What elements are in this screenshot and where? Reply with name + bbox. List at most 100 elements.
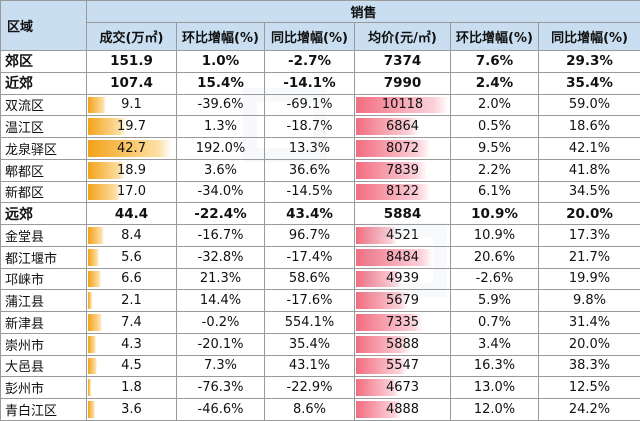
volume-cell-value: 8.4 xyxy=(87,228,176,243)
price-cell-value: 8072 xyxy=(355,141,450,156)
region-name: 大邑县 xyxy=(1,355,87,377)
region-name: 郫都区 xyxy=(1,159,87,181)
price-mom-cell: 9.5% xyxy=(451,138,539,160)
price-yoy-cell: 31.4% xyxy=(539,312,640,334)
volume-mom-cell: -39.6% xyxy=(177,94,265,116)
volume-mom-cell: -16.7% xyxy=(177,225,265,247)
volume-mom-cell: -76.3% xyxy=(177,377,265,399)
volume-cell: 1.8 xyxy=(87,377,177,399)
col-header-volume-yoy: 同比增幅(%) xyxy=(265,23,355,51)
price-cell-value: 7839 xyxy=(355,163,450,178)
price-mom-cell: 13.0% xyxy=(451,377,539,399)
region-name: 崇州市 xyxy=(1,333,87,355)
price-yoy-cell: 19.9% xyxy=(539,268,640,290)
region-name: 金堂县 xyxy=(1,225,87,247)
sales-header: 销售 xyxy=(87,1,640,23)
region-name: 青白江区 xyxy=(1,399,87,421)
region-name: 远郊 xyxy=(1,203,87,225)
price-mom-cell: 2.2% xyxy=(451,159,539,181)
price-cell: 4939 xyxy=(355,268,451,290)
price-mom-cell: 16.3% xyxy=(451,355,539,377)
volume-cell-value: 6.6 xyxy=(87,271,176,286)
volume-cell: 9.1 xyxy=(87,94,177,116)
volume-cell: 19.7 xyxy=(87,116,177,138)
price-yoy-cell: 38.3% xyxy=(539,355,640,377)
price-cell: 6864 xyxy=(355,116,451,138)
price-yoy-cell: 59.0% xyxy=(539,94,640,116)
price-yoy-cell: 20.0% xyxy=(539,333,640,355)
volume-cell-value: 7.4 xyxy=(87,315,176,330)
price-cell: 7335 xyxy=(355,312,451,334)
volume-cell: 151.9 xyxy=(87,51,177,73)
price-mom-cell: 2.4% xyxy=(451,72,539,94)
price-yoy-cell: 42.1% xyxy=(539,138,640,160)
volume-mom-cell: -34.0% xyxy=(177,181,265,203)
price-mom-cell: 20.6% xyxy=(451,246,539,268)
price-cell: 5547 xyxy=(355,355,451,377)
price-cell: 8484 xyxy=(355,246,451,268)
volume-mom-cell: 21.3% xyxy=(177,268,265,290)
col-header-price-mom: 环比增幅(%) xyxy=(451,23,539,51)
volume-cell: 3.6 xyxy=(87,399,177,421)
volume-cell: 18.9 xyxy=(87,159,177,181)
region-name: 近郊 xyxy=(1,72,87,94)
price-cell-value: 5888 xyxy=(355,337,450,352)
volume-yoy-cell: 58.6% xyxy=(265,268,355,290)
price-cell-value: 5679 xyxy=(355,293,450,308)
price-cell-value: 4939 xyxy=(355,271,450,286)
volume-mom-cell: -22.4% xyxy=(177,203,265,225)
price-cell: 8072 xyxy=(355,138,451,160)
volume-yoy-cell: -18.7% xyxy=(265,116,355,138)
price-yoy-cell: 12.5% xyxy=(539,377,640,399)
header-row-top: 区域 销售 xyxy=(1,1,640,23)
volume-yoy-cell: 36.6% xyxy=(265,159,355,181)
volume-yoy-cell: 554.1% xyxy=(265,312,355,334)
volume-cell: 42.7 xyxy=(87,138,177,160)
price-cell: 5888 xyxy=(355,333,451,355)
price-cell-value: 10118 xyxy=(355,97,450,112)
region-name: 新都区 xyxy=(1,181,87,203)
volume-cell: 44.4 xyxy=(87,203,177,225)
price-mom-cell: 0.7% xyxy=(451,312,539,334)
volume-cell-value: 9.1 xyxy=(87,97,176,112)
price-cell: 7374 xyxy=(355,51,451,73)
volume-yoy-cell: -69.1% xyxy=(265,94,355,116)
volume-cell: 4.3 xyxy=(87,333,177,355)
price-yoy-cell: 29.3% xyxy=(539,51,640,73)
price-mom-cell: 2.0% xyxy=(451,94,539,116)
col-header-price: 均价(元/㎡) xyxy=(355,23,451,51)
price-yoy-cell: 20.0% xyxy=(539,203,640,225)
price-yoy-cell: 17.3% xyxy=(539,225,640,247)
price-mom-cell: 5.9% xyxy=(451,290,539,312)
region-name: 新津县 xyxy=(1,312,87,334)
price-cell-value: 4888 xyxy=(355,402,450,417)
price-cell-value: 6864 xyxy=(355,119,450,134)
volume-cell: 4.5 xyxy=(87,355,177,377)
region-name: 双流区 xyxy=(1,94,87,116)
volume-cell-value: 4.3 xyxy=(87,337,176,352)
volume-yoy-cell: 13.3% xyxy=(265,138,355,160)
volume-yoy-cell: -17.4% xyxy=(265,246,355,268)
volume-cell-value: 4.5 xyxy=(87,358,176,373)
volume-mom-cell: -20.1% xyxy=(177,333,265,355)
price-mom-cell: 10.9% xyxy=(451,225,539,247)
price-cell-value: 8484 xyxy=(355,250,450,265)
volume-cell: 8.4 xyxy=(87,225,177,247)
col-header-volume-mom: 环比增幅(%) xyxy=(177,23,265,51)
volume-mom-cell: 14.4% xyxy=(177,290,265,312)
region-header: 区域 xyxy=(1,1,87,51)
price-cell: 4888 xyxy=(355,399,451,421)
price-yoy-cell: 9.8% xyxy=(539,290,640,312)
